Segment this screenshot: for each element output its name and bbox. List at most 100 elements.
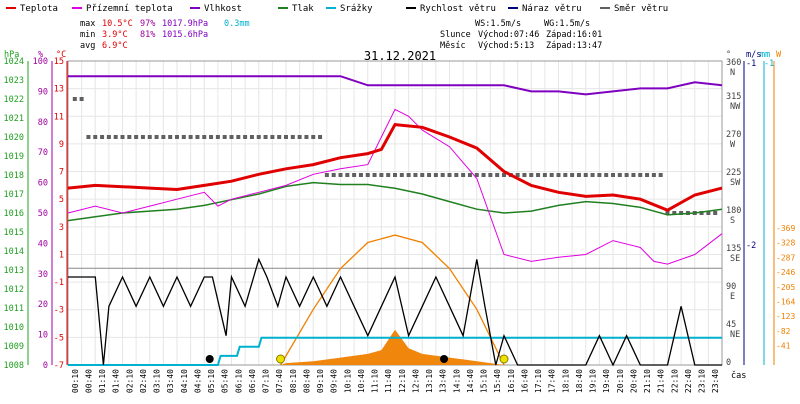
wind-direction-dot: [195, 135, 200, 139]
wind-direction-dot: [188, 135, 193, 139]
stats-row-label: avg: [80, 41, 95, 51]
hpa-tick-label: 1024: [4, 57, 24, 67]
wind-direction-dot: [120, 135, 125, 139]
wind-direction-dot: [352, 173, 357, 177]
wind-direction-dot: [86, 135, 91, 139]
dir-tick-label: NE: [730, 330, 740, 340]
x-tick-label: 04:10: [180, 369, 189, 393]
x-tick-label: 07:40: [275, 369, 284, 393]
x-tick-label: 14:10: [452, 369, 461, 393]
wind-direction-dot: [209, 135, 214, 139]
dir-tick-label: W: [730, 140, 736, 150]
wind-direction-dot: [617, 173, 622, 177]
stats-humidity-value: 97%: [140, 19, 155, 29]
wind-direction-dot: [93, 135, 98, 139]
dir-tick-label: 270: [726, 130, 741, 140]
wind-direction-dot: [168, 135, 173, 139]
wind-direction-dot: [345, 173, 350, 177]
wind-direction-dot: [161, 135, 166, 139]
wind-direction-dot: [474, 173, 479, 177]
x-tick-label: 03:40: [166, 369, 175, 393]
pct-tick-label: 0: [43, 361, 48, 371]
x-tick-label: 19:10: [589, 369, 598, 393]
wind-direction-dot: [542, 173, 547, 177]
pct-tick-label: 30: [38, 270, 48, 280]
pct-tick-label: 100: [33, 57, 48, 67]
legend-label: Srážky: [340, 4, 373, 14]
x-tick-label: 14:40: [466, 369, 475, 393]
temp-tick-label: 9: [59, 140, 64, 150]
wind-direction-dot: [563, 173, 568, 177]
pct-tick-label: 90: [38, 87, 48, 97]
dir-tick-label: NW: [730, 102, 741, 112]
x-tick-label: 09:10: [316, 369, 325, 393]
wind-direction-dot: [672, 211, 677, 215]
w-tick-label: -123: [776, 312, 795, 321]
wind-direction-dot: [529, 173, 534, 177]
wind-speed-info: WS:1.5m/s: [475, 19, 521, 29]
wind-direction-dot: [134, 135, 139, 139]
stats-temp-value: 3.9°C: [102, 30, 128, 40]
wind-direction-dot: [713, 211, 718, 215]
x-axis-label: čas: [731, 370, 746, 381]
dir-tick-label: E: [730, 292, 735, 302]
wind-direction-dot: [181, 135, 186, 139]
x-tick-label: 20:10: [616, 369, 625, 393]
x-tick-label: 07:10: [262, 369, 271, 393]
wind-direction-dot: [461, 173, 466, 177]
wind-direction-dot: [706, 211, 711, 215]
wind-direction-dot: [290, 135, 295, 139]
wind-direction-dot: [658, 173, 663, 177]
wind-gust-info: WG:1.5m/s: [544, 19, 590, 29]
wind-direction-dot: [113, 135, 118, 139]
x-tick-label: 12:40: [411, 369, 420, 393]
mm-unit: mm: [760, 50, 770, 60]
x-tick-label: 23:10: [698, 369, 707, 393]
x-tick-label: 15:40: [493, 369, 502, 393]
pct-tick-label: 60: [38, 179, 48, 189]
hpa-tick-label: 1012: [4, 285, 24, 295]
hpa-tick-label: 1015: [4, 228, 24, 238]
wind-direction-dot: [454, 173, 459, 177]
pct-unit: %: [38, 50, 43, 60]
x-tick-label: 20:40: [629, 369, 638, 393]
wind-direction-dot: [304, 135, 309, 139]
wind-direction-dot: [556, 173, 561, 177]
pressure-line: [67, 181, 723, 222]
w-tick-label: -287: [776, 253, 795, 262]
dir-tick-label: SW: [730, 178, 741, 188]
wind-direction-dot: [147, 135, 152, 139]
wind-direction-dot: [638, 173, 643, 177]
x-tick-label: 00:10: [71, 369, 80, 393]
wind-direction-dot: [386, 173, 391, 177]
wind-direction-dot: [270, 135, 275, 139]
x-tick-label: 21:40: [657, 369, 666, 393]
x-tick-label: 15:10: [480, 369, 489, 393]
x-tick-label: 10:40: [357, 369, 366, 393]
stats-temp-value: 6.9°C: [102, 41, 128, 51]
hpa-tick-label: 1008: [4, 361, 24, 371]
hpa-tick-label: 1017: [4, 190, 24, 200]
x-tick-label: 12:10: [398, 369, 407, 393]
sunrise-time: Východ:07:46: [478, 30, 539, 40]
x-tick-label: 21:10: [643, 369, 652, 393]
wind-direction-dot: [256, 135, 261, 139]
x-tick-label: 09:40: [330, 369, 339, 393]
stats-row-label: min: [80, 30, 95, 40]
wind-direction-dot: [154, 135, 159, 139]
x-tick-label: 01:40: [112, 369, 121, 393]
w-tick-label: -328: [776, 239, 795, 248]
x-tick-label: 08:40: [302, 369, 311, 393]
wind-direction-dot: [393, 173, 397, 177]
wind-direction-dot: [222, 135, 227, 139]
pct-tick-label: 80: [38, 118, 48, 128]
x-tick-label: 04:40: [193, 369, 202, 393]
legend-label: Tlak: [292, 4, 314, 14]
dir-tick-label: S: [730, 216, 735, 226]
wind-direction-dot: [175, 135, 179, 139]
x-tick-label: 17:40: [548, 369, 557, 393]
dir-tick-label: 180: [726, 206, 741, 216]
pct-tick-label: 50: [38, 209, 48, 219]
x-tick-label: 22:10: [670, 369, 679, 393]
ms-tick-label: -1: [746, 59, 756, 69]
